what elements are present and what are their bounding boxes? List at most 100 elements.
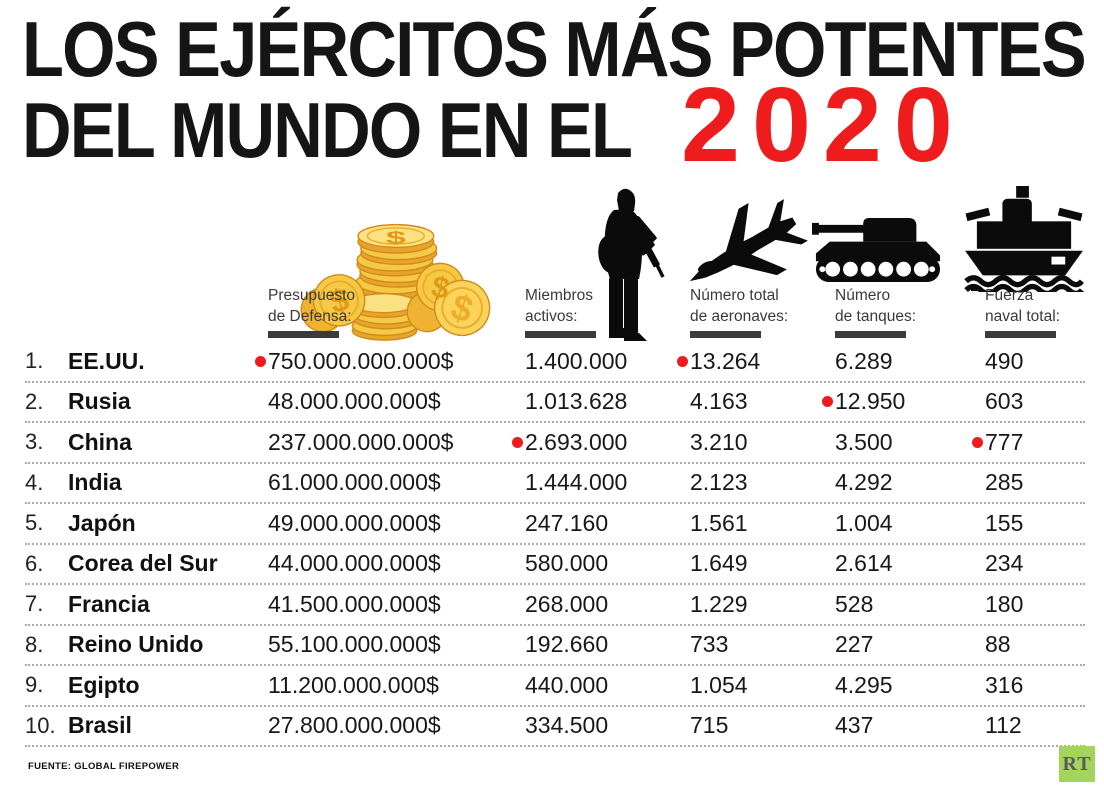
naval-value: 285: [985, 469, 1024, 496]
rank-number: 1.: [25, 348, 44, 374]
column-underline: [835, 331, 906, 338]
table-row: 9. Egipto 11.200.000.000$ 440.000 1.054 …: [25, 666, 1085, 707]
country-name: Corea del Sur: [68, 550, 218, 577]
table-row: 2. Rusia 48.000.000.000$ 1.013.628 4.163…: [25, 383, 1085, 423]
aircraft-value: 1.054: [690, 671, 748, 698]
aircraft-value: 1.229: [690, 590, 748, 617]
members-value: 268.000: [525, 590, 609, 617]
naval-value: 112: [985, 712, 1022, 739]
aircraft-value: 3.210: [690, 428, 748, 455]
tanks-value: 6.289: [835, 347, 893, 374]
budget-value: 55.100.000.000$: [268, 631, 441, 658]
column-label: de tanques:: [835, 308, 917, 325]
country-name: Reino Unido: [68, 631, 204, 658]
svg-text:$: $: [428, 270, 451, 306]
country-name: Rusia: [68, 388, 131, 415]
naval-value: 88: [985, 631, 1011, 658]
column-underline: [525, 331, 596, 338]
column-label: Fuerza: [985, 287, 1034, 304]
aircraft-value: 733: [690, 631, 729, 658]
members-value: 440.000: [525, 671, 609, 698]
column-underline: [690, 331, 761, 338]
tanks-value: 1.004: [835, 509, 893, 536]
budget-value: 49.000.000.000$: [268, 509, 441, 536]
table-row: 10. Brasil 27.800.000.000$ 334.500 715 4…: [25, 707, 1085, 747]
table-row: 7. Francia 41.500.000.000$ 268.000 1.229…: [25, 585, 1085, 626]
members-value: 192.660: [525, 631, 609, 658]
budget-value: 750.000.000.000$: [255, 342, 453, 381]
max-dot: [677, 355, 688, 367]
jet-icon: [689, 199, 808, 282]
page-title: LOS EJÉRCITOS MÁS POTENTES DEL MUNDO EN …: [22, 10, 1102, 185]
svg-text:$: $: [386, 228, 406, 248]
column-label: de aeronaves:: [690, 308, 789, 325]
naval-value: 777: [972, 423, 1023, 462]
rank-number: 6.: [25, 550, 44, 576]
column-label: activos:: [525, 308, 578, 325]
aircraft-value: 2.123: [690, 469, 748, 496]
country-name: Francia: [68, 590, 150, 617]
title-black-lines: LOS EJÉRCITOS MÁS POTENTES DEL MUNDO EN …: [22, 5, 1087, 169]
rank-number: 5.: [25, 510, 44, 536]
country-name: EE.UU.: [68, 347, 145, 374]
column-underline: [985, 331, 1056, 338]
aircraft-value: 1.649: [690, 550, 748, 577]
column-label: Número: [835, 287, 891, 304]
rank-number: 4.: [25, 469, 44, 495]
aircraft-value: 715: [690, 712, 729, 739]
aircraft-value: 4.163: [690, 388, 748, 415]
rank-number: 2.: [25, 388, 44, 414]
tanks-value: 4.292: [835, 469, 893, 496]
country-name: China: [68, 428, 132, 455]
budget-value: 11.200.000.000$: [268, 671, 439, 698]
table-row: 8. Reino Unido 55.100.000.000$ 192.660 7…: [25, 626, 1085, 666]
aircraft-value: 1.561: [690, 509, 748, 536]
budget-value: 237.000.000.000$: [268, 428, 454, 455]
column-underline: [268, 331, 339, 338]
column-label: Número total: [690, 287, 779, 304]
rank-number: 3.: [25, 429, 44, 455]
max-dot: [255, 355, 266, 367]
ship-icon: [964, 186, 1084, 292]
column-header-budget: Presupuesto de Defensa:: [268, 285, 355, 338]
rank-number: 7.: [25, 591, 44, 617]
members-value: 247.160: [525, 509, 609, 536]
title-line1: LOS EJÉRCITOS MÁS POTENTES: [22, 5, 1087, 93]
max-dot: [512, 436, 523, 448]
budget-value: 27.800.000.000$: [268, 712, 441, 739]
max-dot: [822, 396, 833, 408]
budget-value: 61.000.000.000$: [268, 469, 441, 496]
column-label: Presupuesto: [268, 287, 356, 304]
tanks-value: 3.500: [835, 428, 893, 455]
members-value: 1.400.000: [525, 347, 628, 374]
naval-value: 234: [985, 550, 1024, 577]
country-name: Egipto: [68, 671, 140, 698]
naval-value: 316: [985, 671, 1024, 698]
tanks-value: 4.295: [835, 671, 893, 698]
country-name: Japón: [68, 509, 136, 536]
column-header-aircraft: Número total de aeronaves:: [690, 285, 788, 338]
coins-icon: $ $ $ $: [300, 223, 491, 341]
rank-number: 10.: [25, 712, 56, 738]
country-name: India: [68, 469, 122, 496]
members-value: 580.000: [525, 550, 609, 577]
table-row: 4. India 61.000.000.000$ 1.444.000 2.123…: [25, 464, 1085, 504]
max-dot: [972, 436, 983, 448]
column-header-naval: Fuerza naval total:: [985, 285, 1060, 338]
source-credit: FUENTE: GLOBAL FIREPOWER: [28, 761, 180, 772]
tanks-value: 2.614: [835, 550, 893, 577]
table-body: 1. EE.UU. 750.000.000.000$ 1.400.000 13.…: [25, 342, 1085, 747]
budget-value: 44.000.000.000$: [268, 550, 441, 577]
column-label: de Defensa:: [268, 308, 352, 325]
members-value: 1.013.628: [525, 388, 628, 415]
table-row: 6. Corea del Sur 44.000.000.000$ 580.000…: [25, 545, 1085, 585]
rank-number: 9.: [25, 672, 44, 698]
naval-value: 155: [985, 509, 1024, 536]
table-row: 3. China 237.000.000.000$ 2.693.000 3.21…: [25, 423, 1085, 464]
country-name: Brasil: [68, 712, 132, 739]
soldier-icon: [598, 188, 665, 341]
budget-value: 41.500.000.000$: [268, 590, 441, 617]
column-header-tanks: Número de tanques:: [835, 285, 916, 338]
naval-value: 490: [985, 347, 1024, 374]
